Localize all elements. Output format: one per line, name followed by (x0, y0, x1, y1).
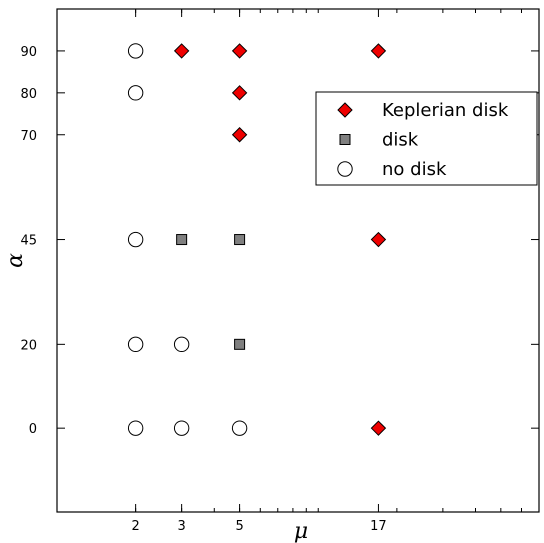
data-point (176, 234, 188, 246)
legend-label-disk: disk (382, 130, 419, 151)
x-axis-label: μ (294, 519, 308, 543)
legend-marker-disk (339, 134, 351, 145)
data-point (231, 127, 248, 143)
y-tick-label: 90 (20, 45, 37, 60)
y-tick-label: 20 (20, 338, 37, 353)
data-point (127, 43, 144, 59)
legend-entry-disk: disk (339, 130, 419, 151)
data-points (127, 43, 387, 436)
tick-labels: 2 3 5 17 0 20 45 70 80 90 (20, 45, 386, 534)
data-point (234, 234, 246, 246)
legend-marker-shape (337, 102, 353, 118)
plot-area-frame (56, 8, 540, 513)
data-point (370, 43, 387, 59)
legend-marker-keplerian-disk (337, 102, 353, 118)
y-tick-label: 80 (20, 87, 37, 102)
data-point (231, 43, 248, 59)
legend-entry-keplerian-disk: Keplerian disk (337, 100, 509, 121)
x-tick-label: 5 (235, 519, 243, 534)
legend-marker-shape (339, 134, 351, 145)
data-point (173, 420, 190, 436)
legend-box (315, 91, 538, 186)
x-tick-label: 3 (177, 519, 185, 534)
legend-marker-no-disk (337, 161, 353, 177)
legend-entry-no-disk: no disk (337, 159, 447, 180)
legend: Keplerian disk disk no disk (315, 91, 538, 186)
series-keplerian-disk (173, 43, 387, 436)
y-tick-label: 70 (20, 129, 37, 144)
data-point (370, 420, 387, 436)
y-axis-label: α (3, 253, 28, 268)
y-tick-label: 0 (29, 422, 37, 437)
legend-label-keplerian-disk: Keplerian disk (382, 100, 509, 121)
x-tick-label: 2 (131, 519, 139, 534)
legend-label-no-disk: no disk (382, 159, 447, 180)
series-disk (176, 234, 246, 350)
series-no-disk (127, 43, 248, 436)
data-point (173, 336, 190, 353)
data-point (231, 85, 248, 101)
legend-marker-shape (337, 161, 353, 177)
x-tick-label: 17 (370, 519, 387, 534)
data-point (173, 43, 190, 59)
data-point (370, 231, 387, 248)
data-point (234, 338, 246, 350)
data-point (127, 420, 144, 436)
data-point (127, 85, 144, 101)
axis-ticks (56, 9, 540, 512)
data-point (231, 420, 248, 436)
data-point (127, 231, 144, 248)
y-tick-label: 45 (20, 234, 37, 249)
data-point (127, 336, 144, 353)
